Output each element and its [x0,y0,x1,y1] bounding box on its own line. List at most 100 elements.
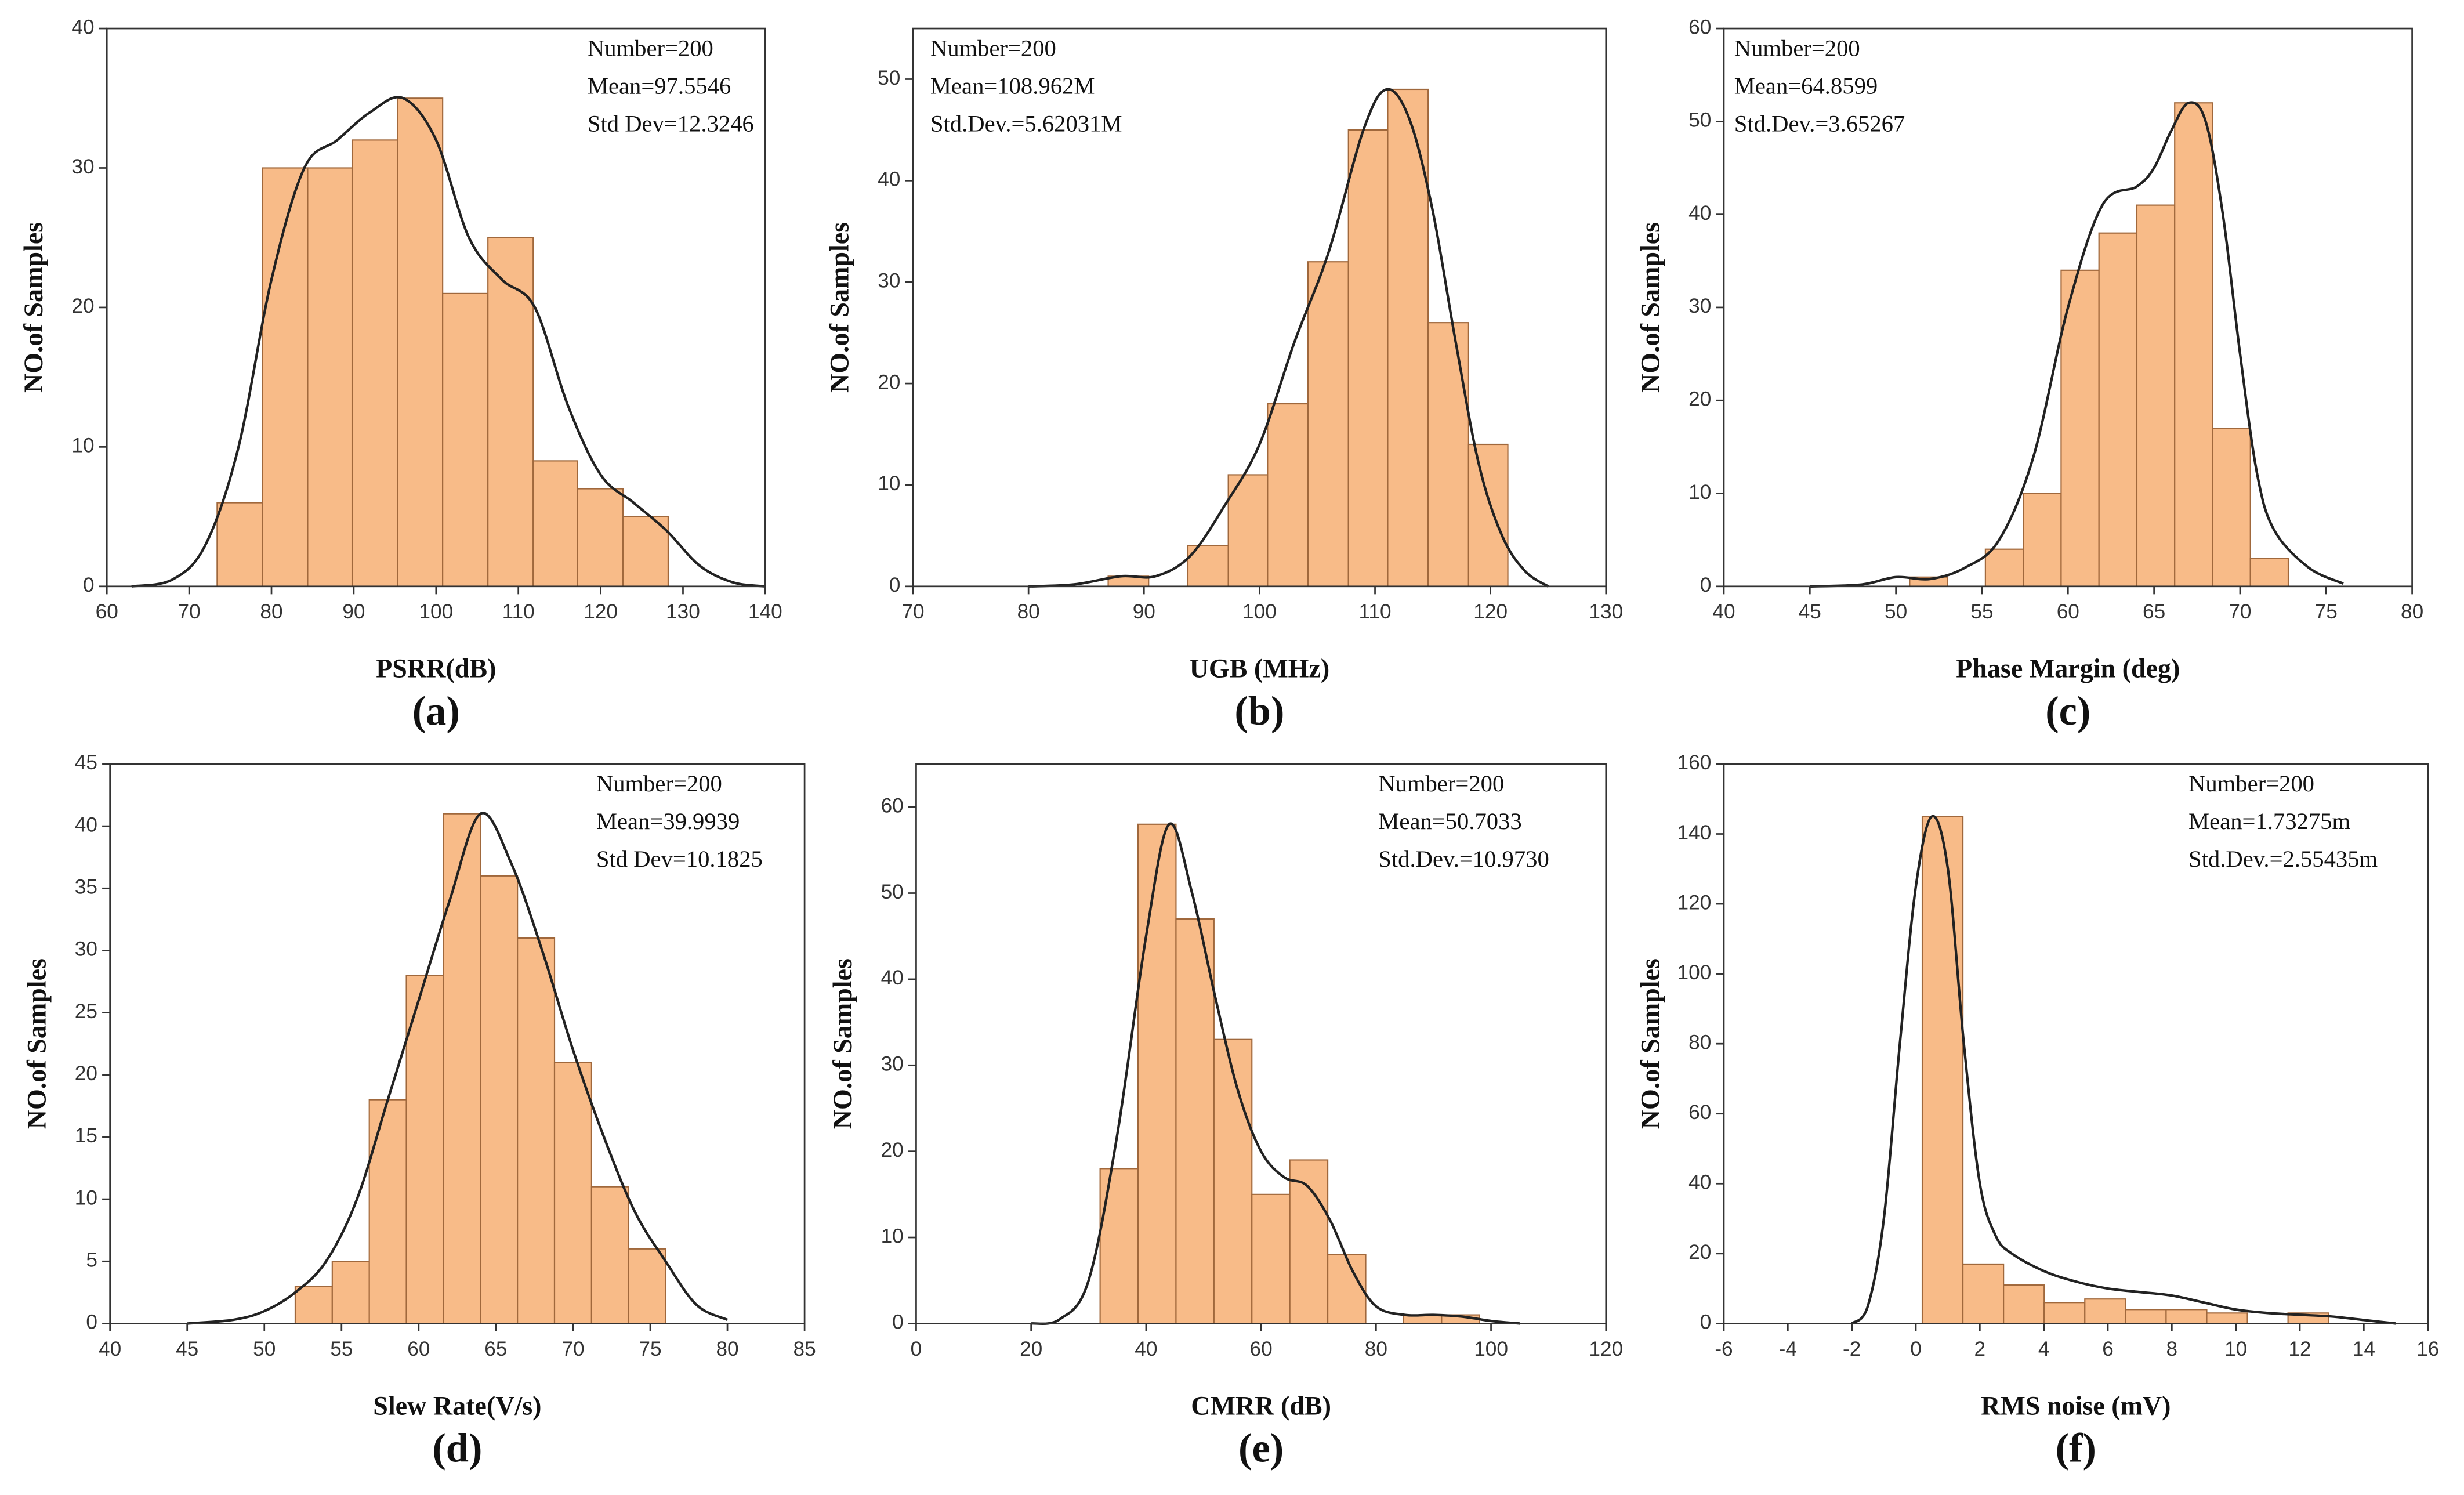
bar [397,97,444,587]
panel-label: (a) [412,689,460,734]
bar [2060,269,2100,587]
bar [1251,1193,1291,1324]
bar [443,813,481,1324]
y-tick-label: 30 [75,938,97,961]
y-axis-label: NO.of Samples [828,958,857,1129]
x-tick-label: 50 [1885,600,1907,623]
y-tick-label: 0 [892,1311,904,1334]
bar [2174,102,2213,587]
bar [1175,918,1215,1324]
x-tick-label: 14 [2353,1338,2375,1360]
x-tick-label: 100 [1242,600,1277,623]
y-tick-label: 50 [878,67,900,89]
bar [532,460,578,587]
x-tick-label: 90 [342,600,365,623]
y-tick-label: 45 [75,751,97,774]
density-curve [1028,88,1549,588]
density-curve [187,812,728,1325]
y-tick-label: 10 [878,472,900,495]
bar [368,1099,407,1324]
x-tick-label: 6 [2102,1338,2114,1360]
bar [294,1286,333,1324]
x-tick-label: 60 [2057,600,2079,623]
x-tick-label: 130 [666,600,700,623]
x-tick-label: 45 [1799,600,1821,623]
bar [2023,493,2062,587]
y-tick-label: 40 [878,168,900,191]
panel-label: (d) [432,1426,482,1471]
bar [2003,1284,2045,1324]
density-curve [1810,101,2344,588]
stats-annotation: Number=200 [1734,35,1860,61]
x-tick-label: 65 [484,1338,507,1360]
y-axis-label: NO.of Samples [1636,222,1665,393]
y-tick-label: 35 [75,876,97,899]
y-tick-label: 40 [881,966,904,989]
stats-annotation: Std.Dev.=10.9730 [1378,846,1549,872]
bar [2043,1302,2086,1324]
stats-annotation: Number=200 [588,35,713,61]
y-tick-label: 40 [1688,1171,1711,1194]
x-tick-label: 130 [1589,600,1623,623]
bar [2249,558,2289,587]
bar [480,875,519,1324]
bar [405,975,444,1324]
bar [577,488,624,587]
y-tick-label: 120 [1677,891,1712,914]
stats-annotation: Std Dev=10.1825 [596,846,763,872]
y-tick-label: 20 [1688,1241,1711,1264]
bar [487,237,534,587]
bar [442,292,489,587]
bar [2125,1309,2167,1324]
stats-annotation: Mean=39.9939 [596,808,740,834]
stats-annotation: Mean=64.8599 [1734,73,1878,99]
bar [622,516,669,587]
x-tick-label: 100 [1474,1338,1508,1360]
bar [1289,1159,1329,1324]
x-tick-label: 4 [2038,1338,2050,1360]
x-tick-label: 80 [260,600,282,623]
x-tick-label: 80 [2401,600,2423,623]
x-tick-label: -4 [1779,1338,1797,1360]
y-tick-label: 0 [83,574,95,596]
x-tick-label: 75 [639,1338,661,1360]
bar [517,937,556,1324]
x-tick-label: 70 [2229,600,2251,623]
x-axis-label: PSRR(dB) [376,654,496,683]
y-tick-label: 60 [881,794,904,817]
x-tick-label: 110 [502,600,535,623]
y-axis-label: NO.of Samples [19,222,48,393]
bar [1984,548,2024,587]
y-tick-label: 10 [75,1186,97,1209]
y-tick-label: 20 [881,1139,904,1161]
x-tick-label: 80 [1365,1338,1387,1360]
x-tick-label: 70 [561,1338,584,1360]
stats-annotation: Mean=50.7033 [1378,808,1521,834]
x-tick-label: 45 [176,1338,198,1360]
x-tick-label: 110 [1358,600,1391,623]
panel-label: (e) [1238,1426,1284,1471]
y-tick-label: 20 [878,371,900,393]
x-tick-label: 70 [178,600,201,623]
bar [2136,204,2176,587]
bar [1267,403,1309,587]
bar [1467,443,1509,587]
x-tick-label: 2 [1974,1338,1986,1360]
stats-annotation: Number=200 [596,770,722,797]
y-tick-label: 10 [881,1225,904,1247]
x-tick-label: 12 [2288,1338,2311,1360]
y-tick-label: 30 [881,1053,904,1076]
plot-frame [109,763,806,1324]
y-tick-label: 0 [889,574,901,596]
x-axis-label: RMS noise (mV) [1981,1391,2171,1420]
bar [351,139,398,587]
x-tick-label: 120 [1589,1338,1623,1360]
bar [1327,1254,1367,1324]
y-tick-label: 30 [1688,295,1711,317]
bar [590,1186,629,1324]
x-tick-label: 0 [911,1338,922,1360]
y-tick-label: 10 [1688,481,1711,504]
y-tick-label: 50 [881,881,904,903]
x-tick-label: 55 [330,1338,353,1360]
